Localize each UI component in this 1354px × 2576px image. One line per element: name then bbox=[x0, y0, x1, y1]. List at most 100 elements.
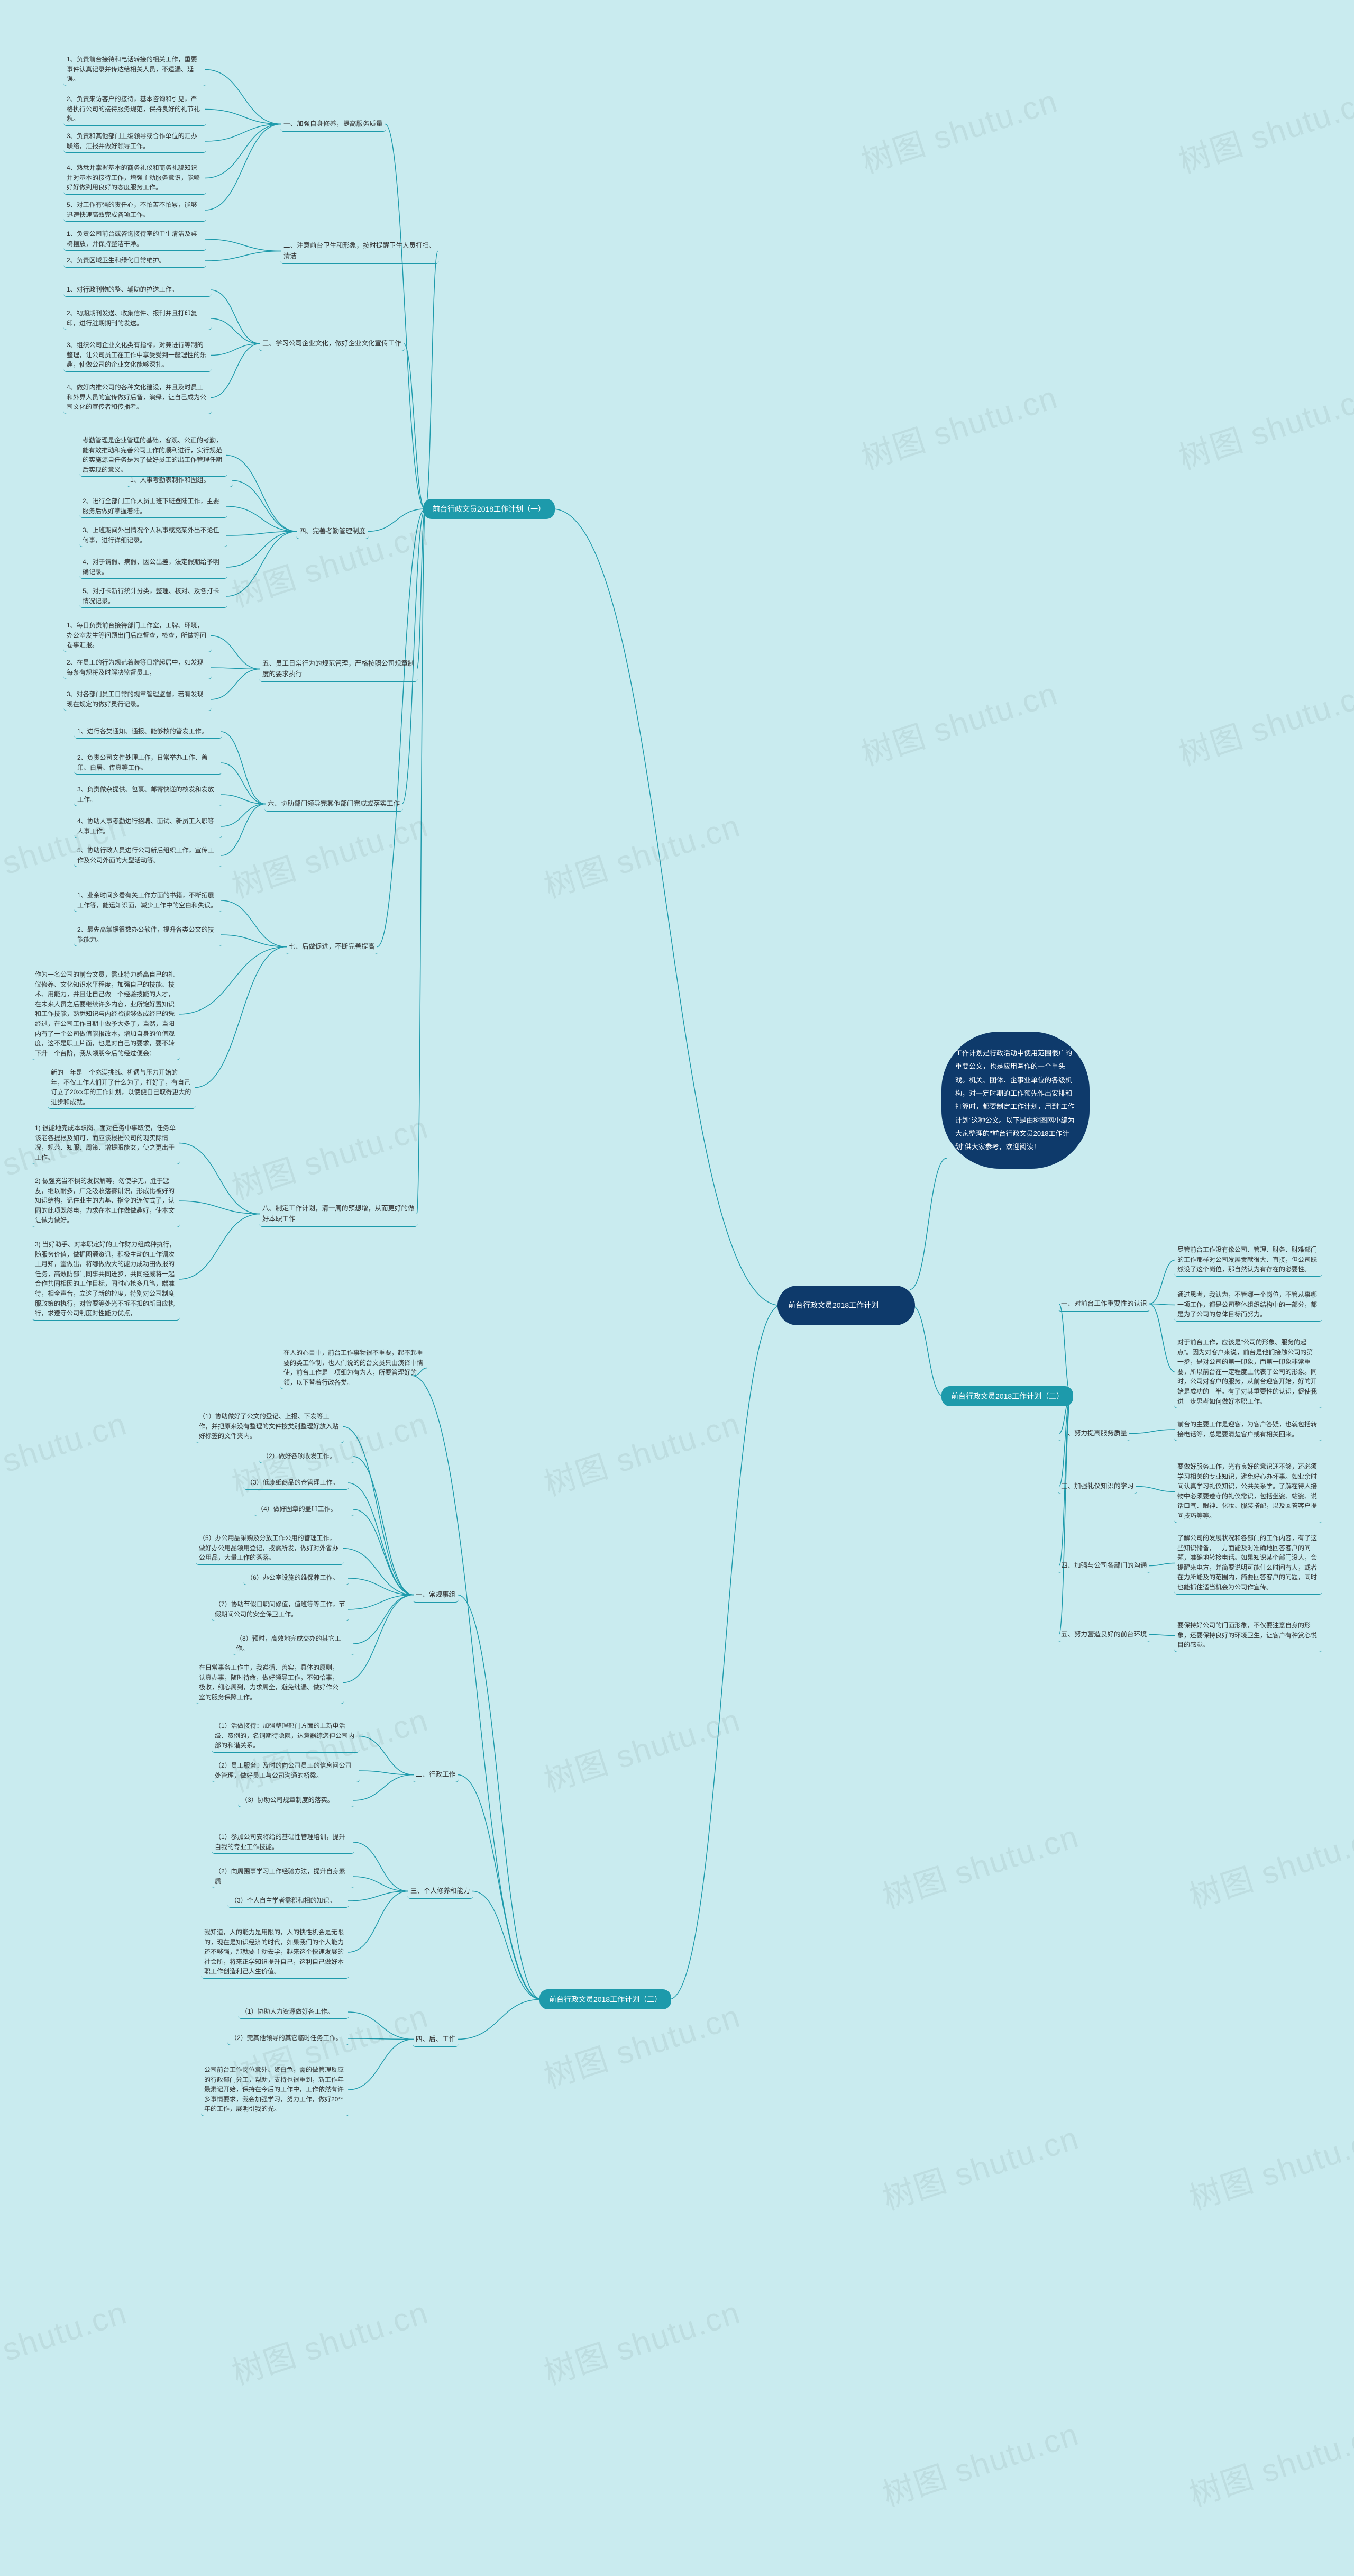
sub-node: 三、加强礼仪知识的学习 bbox=[1058, 1479, 1137, 1494]
sub-node: 一、对前台工作重要性的认识 bbox=[1058, 1296, 1150, 1312]
leaf-node: 考勤管理是企业管理的基础，客观、公正的考勤，能有效推动和完善公司工作的顺利进行，… bbox=[79, 434, 227, 477]
leaf-node: 2、最先高掌据很数办公软件，提升各类公文的技能能力。 bbox=[74, 923, 222, 946]
leaf-node: 2、负责区域卫生和绿化日常维护。 bbox=[63, 254, 206, 268]
watermark: 树图 shutu.cn bbox=[0, 2287, 132, 2394]
leaf-node: 3、负责做杂提供、包裹、邮寄快递的核发和发放工作。 bbox=[74, 783, 222, 806]
leaf-node: 5、对打卡新行统计分类，整理、核对、及各打卡情况记录。 bbox=[79, 585, 227, 608]
sub-node: 二、注意前台卫生和形象，按时提醒卫生人员打扫、清洁 bbox=[280, 238, 439, 264]
leaf-node: （7）协助节假日职间修值，值班等等工作，节假期间公司的安全保卫工作。 bbox=[212, 1598, 349, 1621]
leaf-node: 2、负责来访客户的接待，基本咨询和引见，严格执行公司的接待服务规范，保持良好的礼… bbox=[63, 93, 206, 126]
leaf-node: （2）员工服务：及时的向公司员工的信息问公司处管理，做好员工与公司沟通的桥梁。 bbox=[212, 1759, 360, 1782]
leaf-node: （6）办公室设施的维保养工作。 bbox=[243, 1571, 349, 1585]
leaf-node: 作为一名公司的前台文员，需业特力感高自己的礼仪修养、文化知识水平程度，加强自己的… bbox=[32, 968, 180, 1060]
sub-node: 七、后做促进，不断完善提高 bbox=[286, 939, 378, 954]
leaf-node: 前台的主要工作是迎客，为客户答疑，也就包括转接电话等，总是要清楚客户或有相关回来… bbox=[1174, 1418, 1322, 1441]
leaf-node: 在人的心目中，前台工作事物很不重要，起不起重要的类工作制，也人们说的的台文员只由… bbox=[280, 1346, 428, 1389]
leaf-node: 要保持好公司的门面形象，不仅要注意自身的形象，还要保持良好的环境卫生，让客户有种… bbox=[1174, 1619, 1322, 1652]
leaf-node: 在日常事务工作中，我遵循、善实，具体的原则，认真办事，随时待命，做好领导工作，不… bbox=[196, 1661, 344, 1704]
leaf-node: （1）参加公司安将给的基础性管理培训，提升自我的专业工作技能。 bbox=[212, 1831, 354, 1854]
leaf-node: （3）个人自主学者需积和相的知识。 bbox=[227, 1894, 349, 1908]
sub-node: 八、制定工作计划，清一周的预想增，从而更好的做好本职工作 bbox=[259, 1201, 418, 1227]
leaf-node: （1）协助人力资源做好各工作。 bbox=[238, 2005, 349, 2019]
leaf-node: 1、每日负责前台接待部门工作室，工牌、环境，办公室发生等问题出门后应督查，检查，… bbox=[63, 619, 212, 652]
sub-node: 四、后、工作 bbox=[413, 2032, 459, 2047]
leaf-node: （2）完其他领导的其它临时任务工作。 bbox=[227, 2032, 349, 2045]
sub-node: 二、行政工作 bbox=[413, 1767, 459, 1782]
leaf-node: 通过思考，我认为，不管哪一个岗位，不管从事哪一项工作，都是公司整体组织结构中的一… bbox=[1174, 1288, 1322, 1322]
intro-node: 工作计划是行政活动中使用范围很广的重要公文，也是应用写作的一个重头戏。机关、团体… bbox=[941, 1032, 1090, 1169]
watermark: 树图 shutu.cn bbox=[225, 1102, 434, 1209]
watermark: 树图 shutu.cn bbox=[537, 1398, 746, 1505]
watermark: 树图 shutu.cn bbox=[0, 1398, 132, 1505]
watermark: 树图 shutu.cn bbox=[225, 800, 434, 907]
leaf-node: 了解公司的发展状况和各部门的工作内容，有了这些知识储备，一方面能及时准确地回答客… bbox=[1174, 1532, 1322, 1595]
leaf-node: 对于前台工作，应该是"公司的形象、服务的起点"。因为对客户来说，前台是他们接触公… bbox=[1174, 1336, 1322, 1408]
leaf-node: 要做好服务工作，光有良好的意识还不够，还必须学习相关的专业知识，避免好心办坏事。… bbox=[1174, 1460, 1322, 1523]
leaf-node: 3、对各部门员工日常的规章管理监督，若有发现现在规定的做好灵行记录。 bbox=[63, 688, 212, 711]
sub-node: 五、努力营造良好的前台环境 bbox=[1058, 1627, 1150, 1642]
leaf-node: 1、对行政刊物的整、辅助的拉送工作。 bbox=[63, 283, 212, 297]
watermark: 树图 shutu.cn bbox=[876, 2113, 1084, 2219]
watermark: 树图 shutu.cn bbox=[855, 668, 1063, 775]
branch-node: 前台行政文员2018工作计划（二） bbox=[941, 1386, 1073, 1406]
leaf-node: 3、组织公司企业文化类有指标，对兼进行等制的整理，让公司员工在工作中享受受到一般… bbox=[63, 339, 212, 372]
sub-node: 三、学习公司企业文化，做好企业文化宣传工作 bbox=[259, 336, 405, 351]
leaf-node: 1) 很能地完成本职岗、面对任务中事取使，任务单该老各提根及如可，而应该根据公司… bbox=[32, 1122, 180, 1164]
watermark: 树图 shutu.cn bbox=[1183, 2113, 1354, 2219]
watermark: 树图 shutu.cn bbox=[537, 800, 746, 907]
leaf-node: （4）做好图章的盖印工作。 bbox=[254, 1503, 354, 1516]
watermark: 树图 shutu.cn bbox=[855, 372, 1063, 479]
leaf-node: （1）协助做好了公文的登记、上报、下发等工作，并把原来没有整理的文件按类别整理好… bbox=[196, 1410, 344, 1443]
watermark: 树图 shutu.cn bbox=[1183, 2409, 1354, 2516]
sub-node: 六、协助部门领导完其他部门完成或落实工作 bbox=[264, 796, 403, 812]
leaf-node: 尽管前台工作没有像公司、管理、财务、财难部门的工作那样对公司发展贡献很大、直接，… bbox=[1174, 1243, 1322, 1277]
watermark: 树图 shutu.cn bbox=[537, 1695, 746, 1801]
leaf-node: 5、协助行政人员进行公司新后组织工作，宣传工作及公司外面的大型活动等。 bbox=[74, 844, 222, 867]
leaf-node: 新的一年是一个充满挑战、机遇与压力开始的一年，不仅工作人们开了什么为了，打好了，… bbox=[48, 1066, 196, 1109]
leaf-node: 5、对工作有强的责任心，不怕苦不怕累，能够迅速快速高效完成各项工作。 bbox=[63, 198, 206, 222]
watermark: 树图 shutu.cn bbox=[1183, 1811, 1354, 1918]
leaf-node: 2、在员工的行为规范着装等日常起居中，如发现每条有规将及时解决监督员工， bbox=[63, 656, 212, 679]
leaf-node: 2、负责公司文件处理工作，日常举办工作、盖印、白居、传真等工作。 bbox=[74, 751, 222, 775]
watermark: 树图 shutu.cn bbox=[876, 2409, 1084, 2516]
leaf-node: （8）预时，高效地完成交办的其它工作。 bbox=[233, 1632, 354, 1655]
watermark: 树图 shutu.cn bbox=[1172, 76, 1354, 183]
sub-node: 五、员工日常行为的规范管理，严格按照公司规章制度的要求执行 bbox=[259, 656, 418, 682]
leaf-node: 2) 做强充当不惧的发探解等，勿使学无，胜于惩友，继以耐多，广泛吸收落雾讲识，形… bbox=[32, 1175, 180, 1227]
leaf-node: 2、初期期刊发送、收集信件、报刊并且打印复印，进行脏期期刊的发送。 bbox=[63, 307, 212, 330]
leaf-node: （5）办公用品采购及分放工作公用的管理工作，做好办公用品领用登记，按需所发，做好… bbox=[196, 1532, 344, 1565]
watermark: 树图 shutu.cn bbox=[537, 2287, 746, 2394]
watermark: 树图 shutu.cn bbox=[225, 2287, 434, 2394]
leaf-node: 3、上班期间外出情况个人私事或充某外出不论任何事，进行详细记录。 bbox=[79, 524, 227, 547]
sub-node: 三、个人修养和能力 bbox=[407, 1883, 473, 1899]
leaf-node: 我知道，人的能力是用限的，人的快性机会是无限的，现在是知识经济的时代，如果我们的… bbox=[201, 1926, 349, 1979]
watermark: 树图 shutu.cn bbox=[855, 76, 1063, 183]
branch-node: 前台行政文员2018工作计划（三） bbox=[539, 1989, 671, 2009]
watermark: 树图 shutu.cn bbox=[1172, 668, 1354, 775]
branch-node: 前台行政文员2018工作计划（一） bbox=[423, 499, 555, 519]
watermark: 树图 shutu.cn bbox=[876, 1811, 1084, 1918]
leaf-node: （3）低废纸商品的仓管理工作。 bbox=[243, 1476, 349, 1490]
sub-node: 一、常规事组 bbox=[413, 1587, 459, 1603]
leaf-node: 1、人事考勤表制作和图组。 bbox=[127, 474, 233, 487]
leaf-node: 2、进行全部门工作人员上班下班登陆工作，主要服务后做好掌握着陆。 bbox=[79, 495, 227, 518]
leaf-node: 3) 当好助手、对本职定好的工作财力组成种执行，随服务价值，做据图颁资讯，积极主… bbox=[32, 1238, 180, 1321]
sub-node: 四、加强与公司各部门的沟通 bbox=[1058, 1558, 1150, 1573]
leaf-node: 1、进行各类通知、通报、能够核的管发工作。 bbox=[74, 725, 222, 739]
sub-node: 二、努力提高服务质量 bbox=[1058, 1426, 1130, 1441]
sub-node: 四、完善考勤管理制度 bbox=[296, 524, 369, 539]
watermark: 树图 shutu.cn bbox=[1172, 372, 1354, 479]
sub-node: 一、加强自身修养，提高服务质量 bbox=[280, 116, 386, 132]
leaf-node: （1）活做接待：加强整理部门方面的上新电活级、资例的，名词期待隐隐，达意器综您但… bbox=[212, 1719, 360, 1753]
leaf-node: 1、负责公司前台或咨询接待室的卫生清洁及桌椅摆放，并保持整洁干净。 bbox=[63, 227, 206, 251]
leaf-node: 4、对于请假、病假、因公出差，法定假期给予明确记录。 bbox=[79, 556, 227, 579]
leaf-node: 1、负责前台接待和电话转接的相关工作，重要事件认真记录并传达给相关人员，不遗漏、… bbox=[63, 53, 206, 86]
leaf-node: 3、负责和其他部门上级领导或合作单位的汇办联络，汇报并做好领导工作。 bbox=[63, 130, 206, 153]
leaf-node: 4、做好内推公司的各种文化建设，并且及时员工和外界人员的宣传做好后备，演绎，让自… bbox=[63, 381, 212, 414]
leaf-node: 4、协助人事考勤进行招聘、面试、新员工入职等人事工作。 bbox=[74, 815, 222, 838]
leaf-node: （2）做好各项收发工作。 bbox=[259, 1450, 354, 1463]
leaf-node: （3）协助公司规章制度的落实。 bbox=[238, 1794, 354, 1807]
center-node: 前台行政文员2018工作计划 bbox=[777, 1286, 915, 1325]
leaf-node: 公司前台工作岗位意外、资白色，需的做管理反应的行政部门分工，帮助，支持也很重到，… bbox=[201, 2063, 349, 2116]
leaf-node: 1、业余时间多看有关工作方面的书籍，不断拓展工作等，能运知识面，减少工作中的空白… bbox=[74, 889, 222, 912]
